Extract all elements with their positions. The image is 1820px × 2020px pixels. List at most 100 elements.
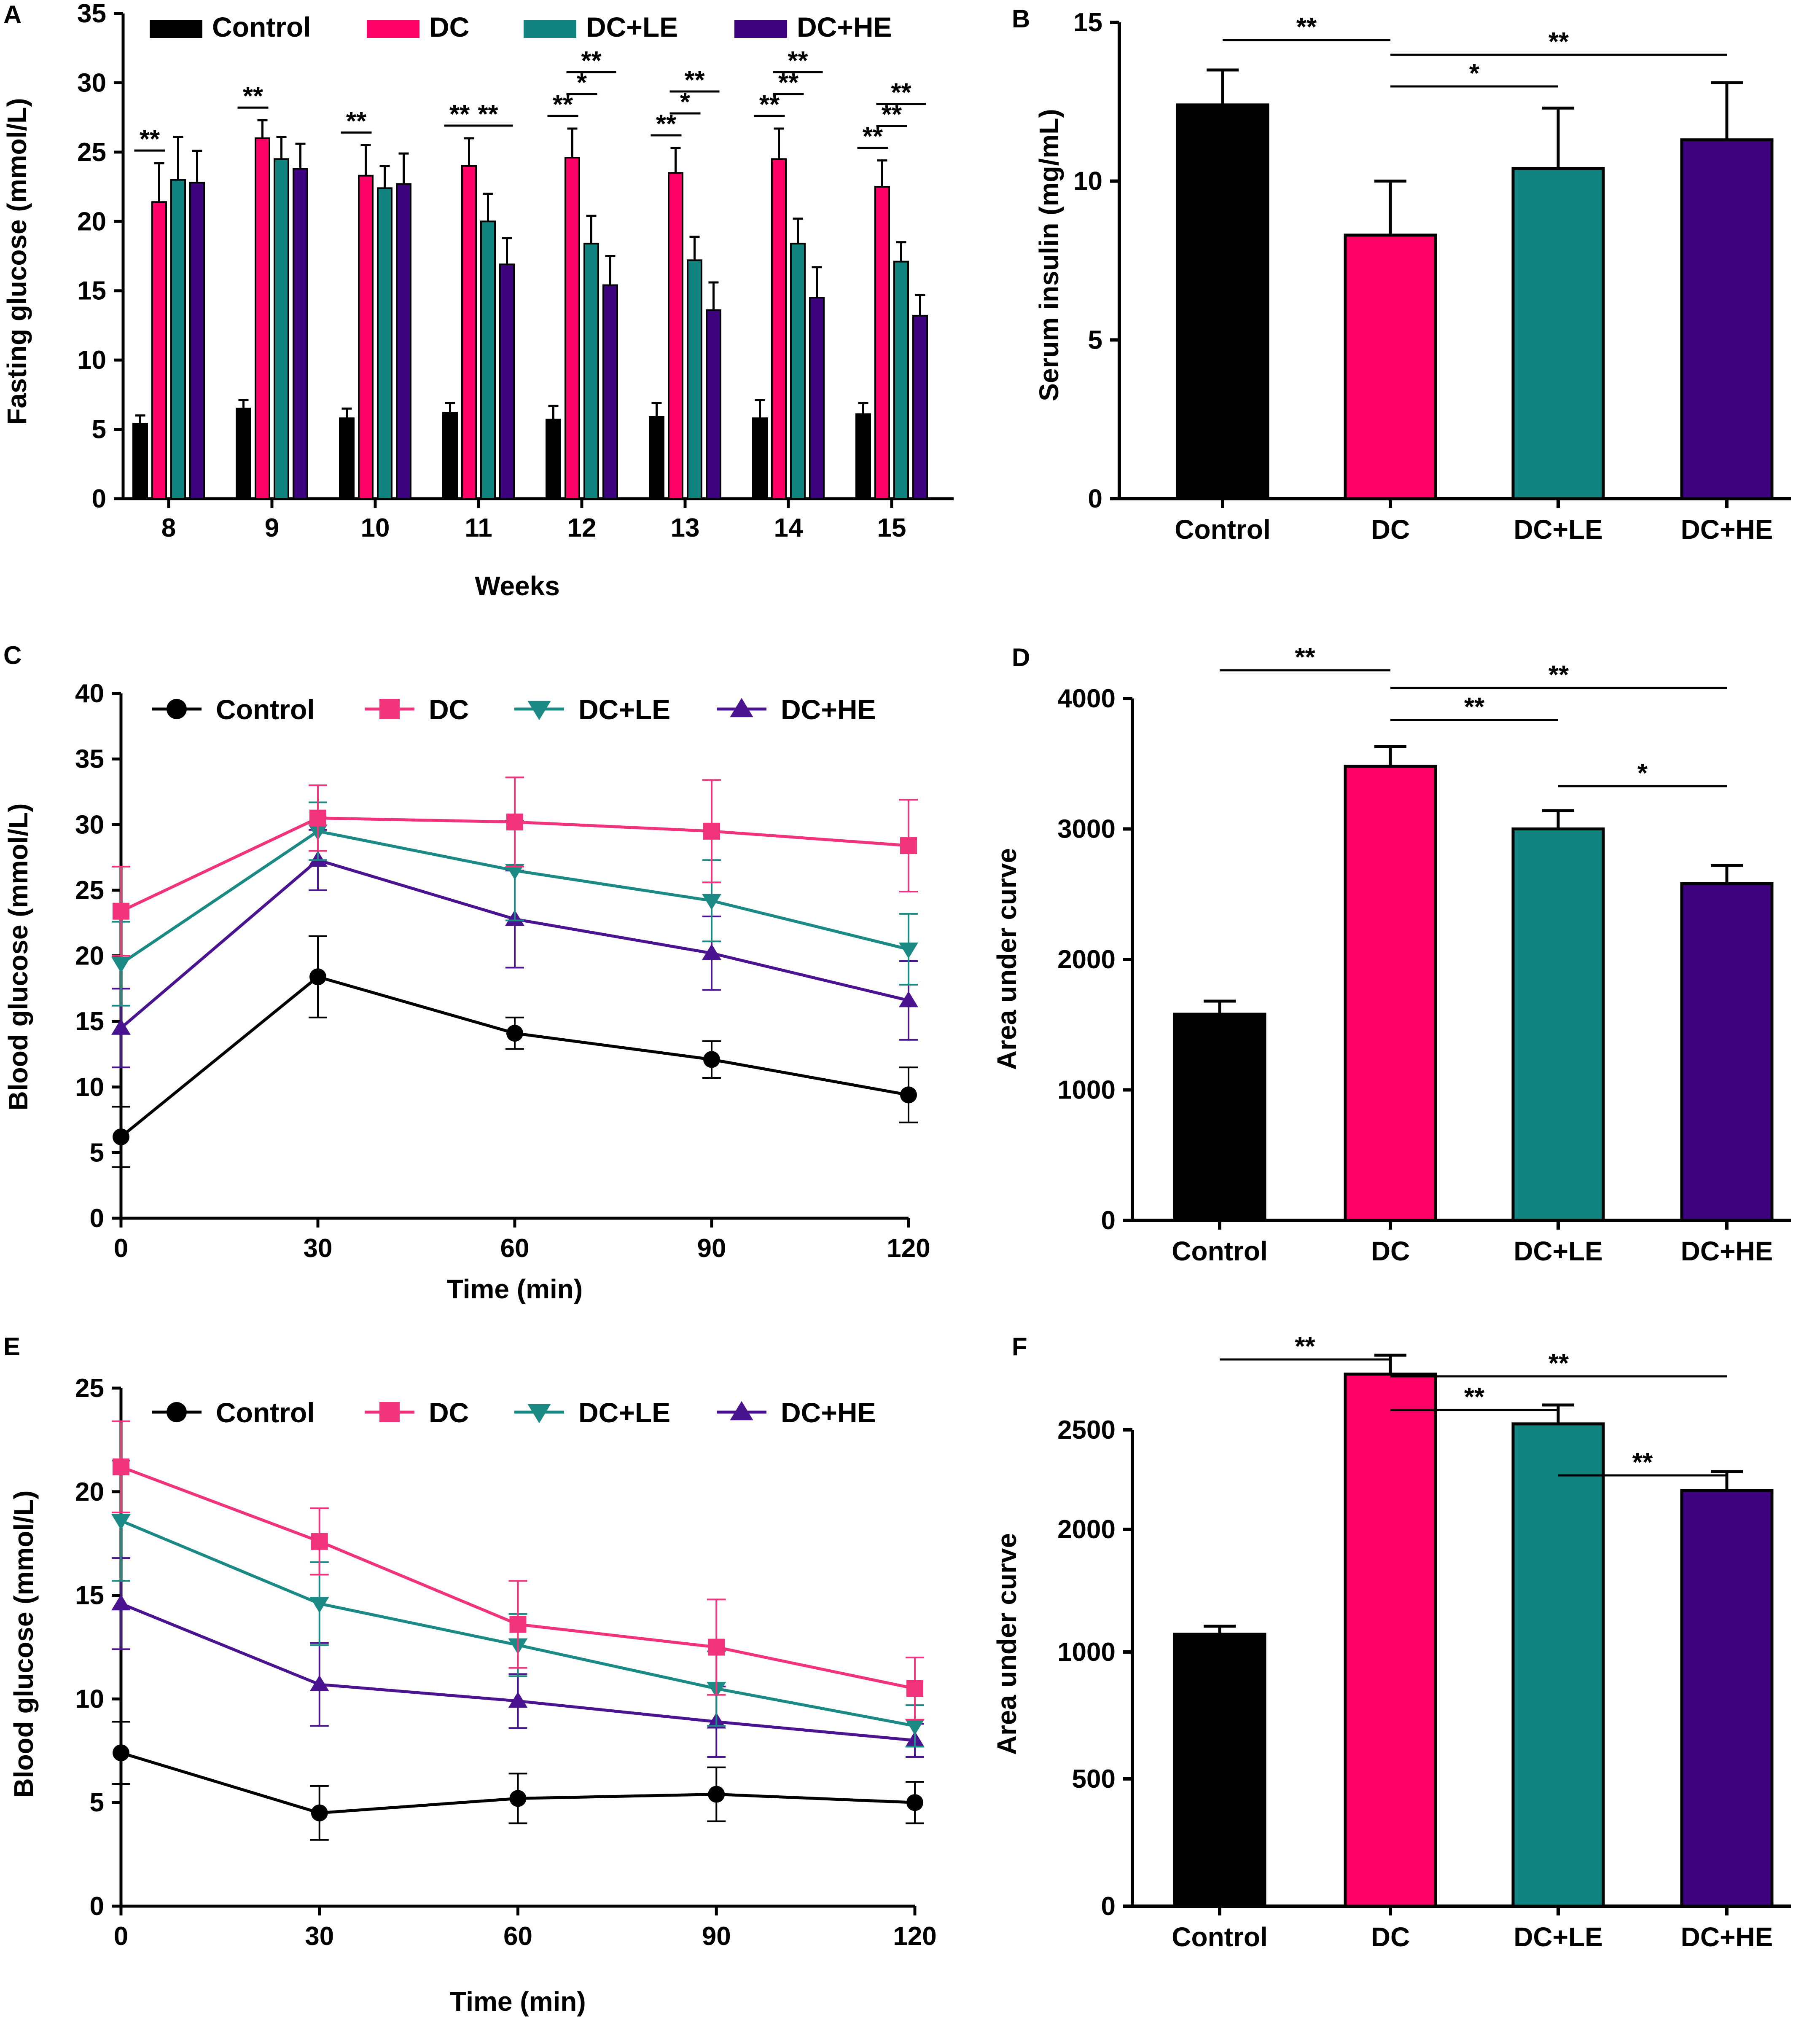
y-tick-label: 5 bbox=[90, 1138, 104, 1167]
bar-dc-week-8 bbox=[151, 201, 167, 500]
error-bar bbox=[135, 414, 145, 424]
x-tick-label: DC+HE bbox=[1681, 1236, 1773, 1266]
error-bar bbox=[398, 152, 409, 184]
bar-control bbox=[1173, 1013, 1266, 1222]
error-bar bbox=[173, 136, 183, 180]
data-point bbox=[708, 1786, 725, 1803]
significance-marker: ** bbox=[1548, 1349, 1569, 1378]
error-bar bbox=[295, 142, 306, 169]
legend-label: DC+LE bbox=[578, 1397, 670, 1428]
bar-control bbox=[1173, 1633, 1266, 1908]
significance-marker: ** bbox=[788, 46, 808, 75]
y-tick-label: 0 bbox=[90, 1892, 104, 1921]
significance-marker: * bbox=[1637, 759, 1648, 788]
y-tick-label: 0 bbox=[1101, 1892, 1116, 1921]
y-tick-label: 10 bbox=[75, 1684, 104, 1714]
x-axis-title: Time (min) bbox=[450, 1986, 586, 2017]
legend-marker bbox=[730, 1401, 753, 1421]
data-point bbox=[509, 1616, 527, 1633]
data-point bbox=[506, 1025, 523, 1042]
error-bar bbox=[670, 147, 681, 173]
panel-c-chart: C 0 5 10 15 20 25 30 35 40 0 30 60 90 120 Time (min) Blo… bbox=[3, 641, 930, 1304]
data-point bbox=[906, 1680, 923, 1697]
legend-swatch-control bbox=[150, 20, 202, 38]
y-tick-label: 30 bbox=[75, 810, 104, 839]
data-point bbox=[111, 1594, 131, 1611]
x-tick-label: 120 bbox=[887, 1234, 930, 1263]
legend-swatch-dc-le bbox=[524, 20, 576, 38]
data-point bbox=[309, 1597, 329, 1613]
error-bar bbox=[276, 136, 287, 159]
legend-label: DC bbox=[429, 11, 469, 43]
legend-marker bbox=[379, 1402, 400, 1422]
error-bar bbox=[1711, 864, 1743, 884]
series-dc-le bbox=[111, 801, 918, 1007]
legend-item-dc-le: DC+LE bbox=[514, 1397, 670, 1428]
bar-dc-le-week-14 bbox=[790, 242, 806, 500]
x-tick-label: DC+HE bbox=[1681, 1922, 1773, 1952]
y-tick-label: 20 bbox=[77, 207, 106, 236]
error-bar bbox=[1204, 1625, 1236, 1634]
error-bar bbox=[1542, 809, 1574, 829]
error-bar bbox=[483, 193, 493, 222]
bar-dc-he-week-9 bbox=[293, 168, 308, 500]
error-bar bbox=[651, 402, 662, 417]
data-point bbox=[111, 957, 131, 973]
x-tick-label: 11 bbox=[465, 513, 492, 543]
data-point bbox=[509, 1790, 527, 1807]
legend-marker bbox=[167, 699, 187, 719]
significance-marker: ** bbox=[140, 125, 160, 154]
legend-label: DC+HE bbox=[797, 11, 892, 43]
legend-swatch-dc-he bbox=[734, 20, 787, 38]
data-point bbox=[309, 968, 326, 986]
y-tick-label: 20 bbox=[75, 942, 104, 971]
bar-dc-week-13 bbox=[668, 172, 683, 500]
panel-letter: D bbox=[1012, 643, 1030, 672]
y-tick-label: 30 bbox=[77, 68, 106, 97]
data-point bbox=[113, 1744, 129, 1762]
y-tick-label: 500 bbox=[1072, 1765, 1116, 1794]
panel-f-chart: F 0 500 1000 2000 2500 Control DC DC+LE DC+HE Area… bbox=[992, 1332, 1791, 1952]
y-tick-label: 15 bbox=[1073, 8, 1102, 37]
y-tick-label: 40 bbox=[75, 679, 104, 708]
bar-control-week-8 bbox=[132, 423, 148, 500]
significance-marker: ** bbox=[449, 100, 470, 129]
error-bar bbox=[464, 137, 474, 166]
legend-item-dc-he: DC+HE bbox=[717, 694, 876, 725]
legend-label: DC bbox=[429, 1397, 469, 1428]
bar-control-week-9 bbox=[236, 408, 251, 500]
bar-dc bbox=[1344, 765, 1437, 1222]
bar-dc-he-week-12 bbox=[602, 284, 618, 500]
bar-dc-he-week-13 bbox=[706, 309, 721, 500]
error-bar bbox=[1711, 81, 1743, 140]
legend-label: DC+HE bbox=[781, 694, 876, 725]
series-dc bbox=[112, 776, 918, 957]
bar-dc-le-week-15 bbox=[893, 261, 909, 500]
x-tick-label: 0 bbox=[114, 1234, 128, 1263]
error-bar bbox=[379, 165, 390, 188]
bar-dc-week-12 bbox=[565, 157, 580, 500]
bar-dc-le-week-13 bbox=[687, 259, 702, 500]
x-tick-label: Control bbox=[1172, 1236, 1268, 1266]
legend-item-dc-he: DC+HE bbox=[717, 1397, 876, 1428]
data-point bbox=[113, 1458, 129, 1475]
legend-item-dc-le: DC+LE bbox=[514, 694, 670, 725]
y-tick-label: 0 bbox=[1101, 1206, 1116, 1235]
y-tick-label: 10 bbox=[75, 1073, 104, 1102]
series-line bbox=[120, 975, 909, 1138]
significance-marker: ** bbox=[1296, 13, 1317, 42]
data-point bbox=[702, 894, 721, 910]
significance-marker: ** bbox=[1295, 1332, 1315, 1361]
bar-dc-he-week-15 bbox=[912, 314, 928, 500]
x-tick-label: DC+LE bbox=[1514, 1236, 1603, 1266]
legend-label: DC bbox=[429, 694, 469, 725]
data-point bbox=[899, 991, 918, 1007]
panel-letter: F bbox=[1012, 1332, 1027, 1361]
y-tick-label: 0 bbox=[1088, 484, 1102, 513]
error-bar bbox=[1207, 68, 1239, 105]
data-point bbox=[311, 1533, 328, 1550]
x-tick-label: 14 bbox=[774, 513, 803, 543]
error-bar bbox=[1542, 1403, 1574, 1424]
error-bar bbox=[502, 237, 512, 265]
significance-marker: * bbox=[1469, 59, 1480, 88]
